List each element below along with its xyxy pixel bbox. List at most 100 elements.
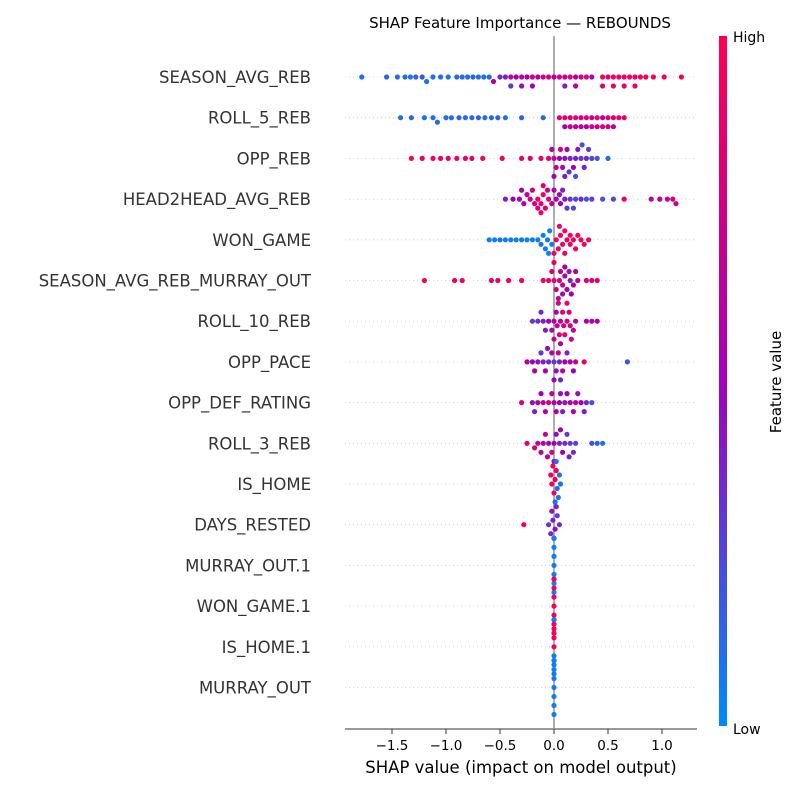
shap-point xyxy=(519,74,525,80)
shap-point xyxy=(561,323,567,329)
shap-point xyxy=(556,155,563,161)
shap-point xyxy=(551,671,557,677)
shap-point xyxy=(589,124,595,130)
shap-point xyxy=(544,187,551,193)
shap-point xyxy=(600,124,606,130)
shap-point xyxy=(581,164,587,170)
shap-point xyxy=(544,454,551,460)
shap-point xyxy=(589,440,595,446)
shap-point xyxy=(552,476,558,483)
shap-point xyxy=(532,445,538,451)
x-axis: −1.5 −1.0 −0.5 0.0 0.5 1.0 xyxy=(345,728,697,754)
shap-point xyxy=(551,621,557,627)
shap-point xyxy=(605,155,611,161)
shap-point xyxy=(535,359,541,365)
shap-point xyxy=(551,440,557,446)
shap-point xyxy=(557,318,564,324)
shap-point xyxy=(562,332,568,338)
shap-point xyxy=(610,115,617,121)
shap-point xyxy=(586,146,592,152)
shap-point xyxy=(538,155,544,161)
shap-point xyxy=(438,155,444,161)
shap-point xyxy=(540,277,546,284)
shap-point xyxy=(556,223,563,229)
shap-point xyxy=(549,241,555,247)
shap-point xyxy=(570,449,577,455)
shap-point xyxy=(481,74,487,80)
shap-point xyxy=(600,83,606,89)
shap-point xyxy=(535,196,541,202)
feature-label: OPP_PACE xyxy=(228,353,311,373)
shap-point xyxy=(551,702,557,709)
shap-point xyxy=(546,440,552,446)
shap-point xyxy=(556,332,563,338)
shap-point xyxy=(567,440,573,446)
shap-point xyxy=(589,115,595,121)
shap-point xyxy=(469,115,475,121)
shap-point xyxy=(678,74,685,80)
shap-point xyxy=(508,74,514,80)
shap-point xyxy=(546,155,552,161)
shap-point xyxy=(560,282,566,288)
shap-point xyxy=(562,173,568,179)
shap-point xyxy=(546,250,552,256)
shap-point xyxy=(521,522,527,528)
shap-point xyxy=(551,173,557,179)
shap-point xyxy=(532,368,538,374)
shap-point xyxy=(551,562,557,569)
chart-title: SHAP Feature Importance — REBOUNDS xyxy=(369,14,671,32)
shap-point xyxy=(475,74,481,80)
shap-point xyxy=(648,196,654,202)
shap-point xyxy=(562,440,568,446)
shap-point xyxy=(570,368,577,374)
shap-point xyxy=(643,74,649,80)
shap-point xyxy=(538,241,544,247)
shap-point xyxy=(579,142,585,148)
shap-point xyxy=(488,115,494,121)
shap-point xyxy=(627,74,633,80)
shap-point xyxy=(438,74,444,80)
shap-point xyxy=(556,359,563,365)
shap-point xyxy=(553,504,559,510)
shap-point xyxy=(538,350,544,356)
shap-point xyxy=(564,237,570,243)
shap-point xyxy=(616,74,622,80)
shap-point xyxy=(546,318,552,324)
shap-point xyxy=(421,115,427,121)
shap-point xyxy=(542,327,549,333)
shap-point xyxy=(573,318,579,324)
shap-point xyxy=(529,237,536,243)
shap-point xyxy=(419,74,425,80)
shap-point xyxy=(488,277,494,284)
shap-point xyxy=(557,146,564,152)
feature-label: HEAD2HEAD_AVG_REB xyxy=(123,190,311,210)
shap-point xyxy=(469,155,475,161)
shap-point xyxy=(589,318,595,324)
shap-point xyxy=(632,83,638,89)
shap-point xyxy=(542,368,549,374)
shap-point xyxy=(555,350,561,356)
shap-point xyxy=(486,237,492,243)
shap-point xyxy=(546,400,552,406)
shap-point xyxy=(529,400,536,406)
shap-point xyxy=(661,74,667,80)
shap-point xyxy=(562,196,568,202)
shap-point xyxy=(605,74,611,80)
shap-point xyxy=(553,368,559,374)
shap-point xyxy=(573,115,579,121)
feature-label: ROLL_10_REB xyxy=(197,312,311,332)
shap-point xyxy=(557,341,564,347)
shap-point xyxy=(538,449,544,455)
shap-point xyxy=(550,463,556,469)
colorbar-title: Feature value xyxy=(767,331,785,433)
shap-point xyxy=(560,409,566,415)
shap-point xyxy=(624,359,631,365)
shap-point xyxy=(562,250,568,256)
shap-point xyxy=(524,237,530,243)
shap-points xyxy=(359,74,685,718)
shap-point xyxy=(551,571,557,578)
shap-point xyxy=(551,359,557,365)
shap-point xyxy=(513,74,519,80)
shap-point xyxy=(506,277,512,284)
